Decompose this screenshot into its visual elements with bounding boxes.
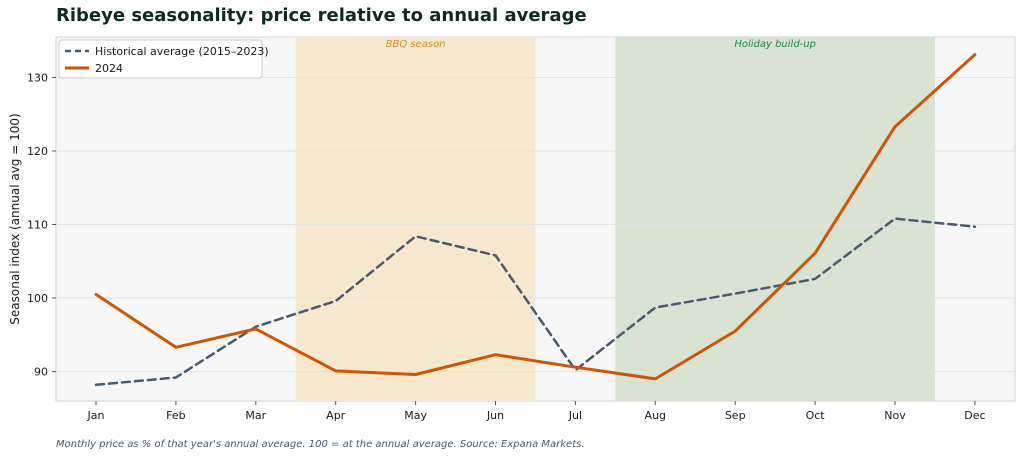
y-axis-label: Seasonal index (annual avg = 100) — [8, 113, 22, 324]
x-axis: Jan Feb Mar Apr May Jun Jul Aug Sep Oct Nov Dec — [87, 401, 986, 422]
footnote: Monthly price as % of that year's annual… — [56, 439, 585, 450]
y-axis: 90 100 110 120 130 — [27, 71, 56, 379]
series-line-0 — [94, 217, 977, 387]
x-tick-label-11: Dec — [964, 409, 985, 422]
series-lines — [94, 53, 977, 387]
band-label-1: Holiday build-up — [734, 39, 816, 50]
legend-box — [58, 39, 263, 79]
x-tick-label-5: Jun — [486, 409, 504, 422]
x-tick-label-10: Nov — [884, 409, 906, 422]
shaded-bands: BBQ season Holiday build-up — [295, 37, 935, 401]
y-tick-label-1: 100 — [27, 292, 48, 305]
x-tick-label-8: Sep — [725, 409, 746, 422]
legend: Historical average (2015–2023) 2024 — [58, 39, 269, 79]
band-1 — [615, 37, 935, 401]
legend-label-1: 2024 — [95, 62, 123, 75]
chart-title: Ribeye seasonality: price relative to an… — [56, 5, 587, 26]
x-tick-label-2: Mar — [245, 409, 266, 422]
x-tick-label-3: Apr — [326, 409, 346, 422]
y-tick-label-2: 110 — [27, 219, 48, 232]
y-tick-label-3: 120 — [27, 145, 48, 158]
x-tick-label-7: Aug — [645, 409, 666, 422]
legend-label-0: Historical average (2015–2023) — [95, 45, 269, 58]
band-label-0: BBQ season — [386, 39, 446, 50]
x-tick-label-0: Jan — [87, 409, 105, 422]
y-tick-label-4: 130 — [27, 71, 48, 84]
series-line-1 — [94, 53, 977, 381]
y-tick-label-0: 90 — [34, 366, 48, 379]
x-tick-label-9: Oct — [806, 409, 826, 422]
x-tick-label-6: Jul — [568, 409, 582, 422]
x-tick-label-4: May — [404, 409, 427, 422]
x-tick-label-1: Feb — [166, 409, 185, 422]
band-0 — [295, 37, 536, 401]
